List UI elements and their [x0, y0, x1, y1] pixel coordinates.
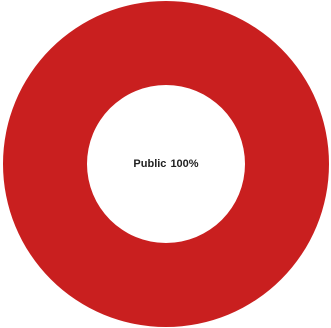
center-category: Public — [133, 158, 166, 170]
center-label: Public 100% — [133, 158, 198, 170]
center-value: 100% — [170, 158, 198, 170]
donut-slice — [3, 1, 329, 327]
